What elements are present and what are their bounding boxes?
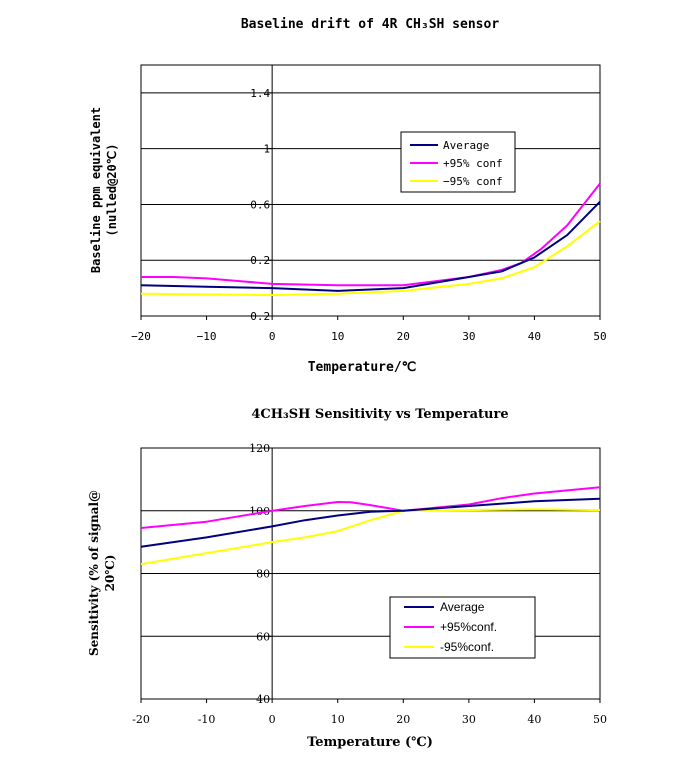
chart2-x-tick-label: 0	[269, 713, 276, 726]
chart2-x-tick-label: 20	[396, 713, 410, 726]
chart2-series-average	[140, 497, 601, 548]
chart2-x-ticks: -20 -10 0 10 20 30 40 50	[132, 699, 607, 726]
chart2-y-tick-label: 80	[256, 568, 270, 581]
chart2-x-tick-label: 50	[593, 713, 607, 726]
chart1-y-tick-label: 0.6	[250, 198, 270, 211]
chart2-series--95-conf-	[140, 508, 601, 566]
chart1-ylabel-line1: Baseline ppm equivalent	[89, 107, 103, 273]
chart2-y-tick-label: 40	[256, 693, 270, 706]
chart1-y-tick-label: 0.2	[250, 254, 270, 267]
chart1-y-ticks: 0.2 0.2 0.6 1 1.4	[250, 87, 273, 323]
chart1-x-tick-label: 30	[462, 330, 475, 343]
chart2-x-tick-label: 30	[462, 713, 476, 726]
chart1-series-average	[140, 200, 601, 292]
chart2-legend-label-minus95: -95%conf.	[440, 640, 494, 654]
chart1-x-ticks: −20 −10 0 10 20 30 40 50	[131, 316, 607, 343]
chart1-title: Baseline drift of 4R CH₃SH sensor	[241, 17, 499, 32]
chart2-series--95-conf-	[140, 486, 601, 529]
chart2-legend-label-average: Average	[440, 600, 485, 614]
chart2-x-tick-label: 40	[527, 713, 541, 726]
chart1-x-tick-label: 10	[331, 330, 344, 343]
chart1-series--95-conf	[140, 220, 601, 297]
chart1-x-tick-label: −20	[131, 330, 151, 343]
chart1-x-tick-label: 50	[593, 330, 606, 343]
chart2-y-tick-label: 120	[249, 442, 270, 455]
chart1-x-tick-label: 40	[528, 330, 541, 343]
chart1-legend-label-minus95: −95% conf	[443, 175, 503, 188]
chart2-ylabel-line1: Sensitivity (% of signal@	[87, 490, 101, 656]
chart2-ylabel-line2: 20℃)	[103, 555, 117, 592]
chart1-series--95-conf	[141, 182, 601, 287]
chart1-legend-label-plus95: +95% conf	[443, 157, 503, 170]
chart1-plot-area	[140, 64, 601, 317]
chart2-x-tick-label: -20	[132, 713, 150, 726]
chart1-legend-label-average: Average	[443, 139, 489, 152]
chart2-x-tick-label: 10	[331, 713, 345, 726]
chart1-x-tick-label: −10	[197, 330, 217, 343]
chart1-xlabel: Temperature/℃	[308, 360, 417, 375]
chart2-xlabel: Temperature (℃)	[307, 735, 433, 750]
chart2-x-tick-label: -10	[198, 713, 216, 726]
chart2-y-tick-label: 60	[256, 630, 270, 643]
chart1-gridlines	[141, 92, 600, 261]
chart2-legend-label-plus95: +95%conf.	[440, 620, 497, 634]
chart1-y-tick-label: 1.4	[250, 87, 270, 100]
chart1-x-tick-label: 0	[269, 330, 276, 343]
chart2-series-group	[140, 486, 601, 566]
chart1-y-tick-label: 0.2	[250, 310, 270, 323]
chart1-y-tick-label: 1	[264, 143, 271, 156]
chart1-ylabel-line2: (nulled@20℃)	[105, 144, 119, 237]
chart1-x-tick-label: 20	[397, 330, 410, 343]
chart2-title: 4CH₃SH Sensitivity vs Temperature	[251, 407, 508, 422]
chart1-series-group	[140, 182, 601, 297]
